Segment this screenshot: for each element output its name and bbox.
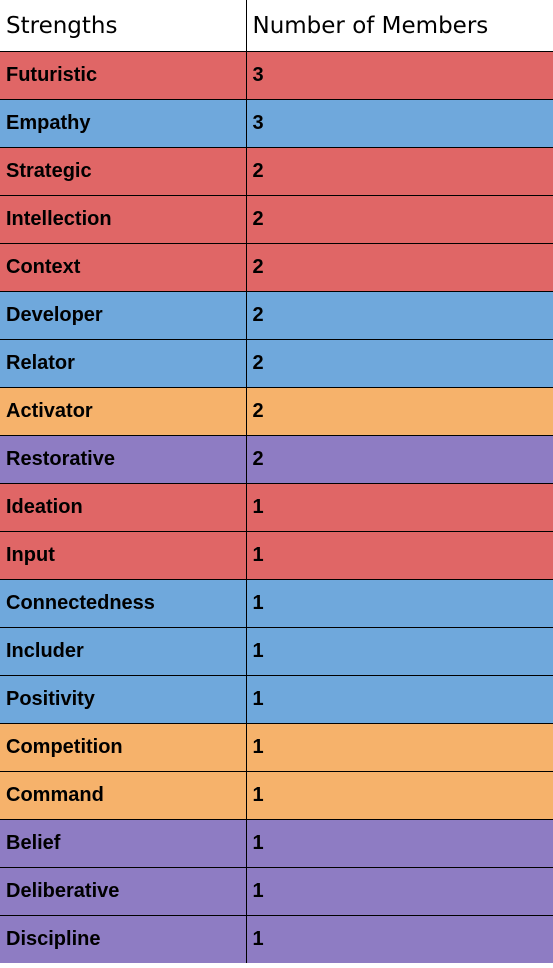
table-row: Belief 1: [0, 819, 553, 868]
table-row: Relator 2: [0, 339, 553, 388]
strength-name-cell: Belief: [0, 819, 247, 868]
member-count-cell: 1: [245, 723, 553, 772]
table-row: Discipline 1: [0, 915, 553, 963]
strength-name-cell: Developer: [0, 291, 247, 340]
strength-name-cell: Connectedness: [0, 579, 247, 628]
table-row: Context 2: [0, 243, 553, 292]
table-row: Competition 1: [0, 723, 553, 772]
member-count-cell: 2: [245, 195, 553, 244]
member-count-cell: 1: [245, 867, 553, 916]
member-count-cell: 1: [245, 819, 553, 868]
strength-name-cell: Intellection: [0, 195, 247, 244]
table-row: Input 1: [0, 531, 553, 580]
table-row: Activator 2: [0, 387, 553, 436]
strength-name-cell: Restorative: [0, 435, 247, 484]
table-row: Ideation 1: [0, 483, 553, 532]
strength-name-cell: Deliberative: [0, 867, 247, 916]
table-row: Deliberative 1: [0, 867, 553, 916]
member-count-cell: 3: [245, 51, 553, 100]
member-count-cell: 3: [245, 99, 553, 148]
table-row: Connectedness 1: [0, 579, 553, 628]
table-row: Futuristic 3: [0, 51, 553, 100]
strength-name-cell: Positivity: [0, 675, 247, 724]
table-body: Futuristic 3 Empathy 3 Strategic 2 Intellectio…: [0, 51, 553, 963]
strength-name-cell: Input: [0, 531, 247, 580]
strength-name-cell: Context: [0, 243, 247, 292]
member-count-cell: 1: [245, 771, 553, 820]
table-row: Includer 1: [0, 627, 553, 676]
table-row: Intellection 2: [0, 195, 553, 244]
strength-name-cell: Futuristic: [0, 51, 247, 100]
strength-name-cell: Empathy: [0, 99, 247, 148]
member-count-cell: 2: [245, 243, 553, 292]
strength-name-cell: Competition: [0, 723, 247, 772]
strength-name-cell: Strategic: [0, 147, 247, 196]
strength-name-cell: Discipline: [0, 915, 247, 963]
strength-name-cell: Relator: [0, 339, 247, 388]
table-row: Positivity 1: [0, 675, 553, 724]
member-count-cell: 1: [245, 675, 553, 724]
table-row: Restorative 2: [0, 435, 553, 484]
member-count-cell: 2: [245, 435, 553, 484]
strength-name-cell: Includer: [0, 627, 247, 676]
member-count-cell: 1: [245, 627, 553, 676]
table-header: Strengths Number of Members: [0, 0, 553, 52]
table-row: Empathy 3: [0, 99, 553, 148]
strength-name-cell: Ideation: [0, 483, 247, 532]
header-strengths: Strengths: [0, 0, 247, 52]
table-row: Strategic 2: [0, 147, 553, 196]
member-count-cell: 1: [245, 915, 553, 963]
member-count-cell: 1: [245, 579, 553, 628]
header-row: Strengths Number of Members: [0, 0, 553, 52]
member-count-cell: 2: [245, 291, 553, 340]
table-row: Developer 2: [0, 291, 553, 340]
member-count-cell: 2: [245, 339, 553, 388]
member-count-cell: 2: [245, 147, 553, 196]
strength-name-cell: Activator: [0, 387, 247, 436]
header-number-of-members: Number of Members: [246, 0, 553, 52]
member-count-cell: 1: [245, 483, 553, 532]
strength-name-cell: Command: [0, 771, 247, 820]
member-count-cell: 1: [245, 531, 553, 580]
table-row: Command 1: [0, 771, 553, 820]
member-count-cell: 2: [245, 387, 553, 436]
